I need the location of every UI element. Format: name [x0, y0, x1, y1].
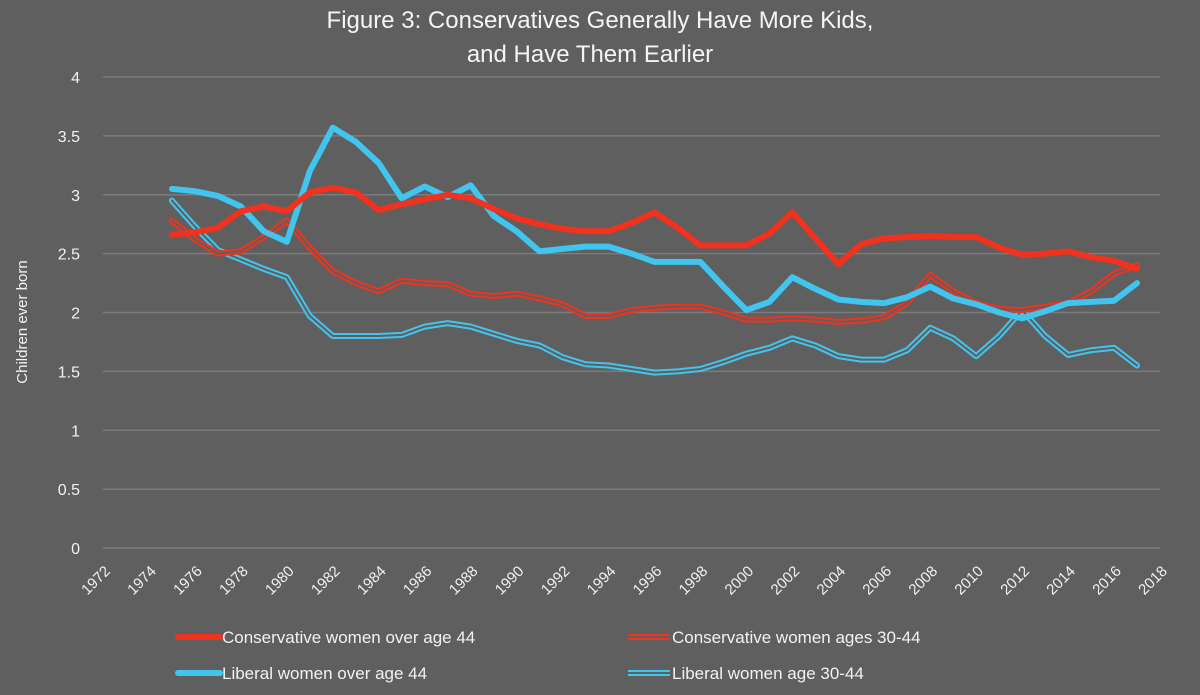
series-line	[168, 184, 1140, 272]
y-tick-label: 0.5	[58, 482, 80, 499]
y-tick-label: 0	[71, 541, 80, 558]
y-tick-label: 3	[71, 188, 80, 205]
x-tick-label: 1998	[676, 563, 712, 599]
x-tick-label: 2002	[768, 563, 804, 599]
x-tick-label: 1976	[170, 563, 206, 599]
legend-item: Conservative women ages 30-44	[628, 628, 921, 647]
x-tick-label: 2010	[951, 563, 987, 599]
x-tick-label: 1994	[584, 563, 620, 599]
legend-item: Liberal women age 30-44	[628, 664, 864, 683]
x-tick-label: 1980	[262, 563, 298, 599]
legend-label: Liberal women over age 44	[222, 664, 427, 683]
x-tick-label: 2018	[1135, 563, 1171, 599]
y-tick-label: 1.5	[58, 364, 80, 381]
x-tick-label: 1996	[630, 563, 666, 599]
x-tick-label: 2000	[722, 563, 758, 599]
series-3	[168, 197, 1140, 376]
x-tick-label: 1988	[446, 563, 482, 599]
y-tick-label: 2.5	[58, 247, 80, 264]
x-tick-label: 1984	[354, 563, 390, 599]
x-tick-label: 2008	[905, 563, 941, 599]
x-tick-label: 2006	[859, 563, 895, 599]
series-lines	[168, 124, 1140, 376]
series-line	[168, 197, 1140, 376]
legend-item: Liberal women over age 44	[175, 664, 427, 683]
y-tick-label: 1	[71, 423, 80, 440]
y-axis-ticks: 0 0.5 1 1.5 2 2.5 3 3.5 4	[58, 70, 80, 558]
x-tick-label: 2014	[1043, 563, 1079, 599]
legend-label: Conservative women over age 44	[222, 628, 475, 647]
x-tick-label: 1992	[538, 563, 574, 599]
x-tick-label: 2016	[1089, 563, 1125, 599]
chart-title-line-1: Figure 3: Conservatives Generally Have M…	[327, 7, 874, 34]
x-tick-label: 1978	[216, 563, 252, 599]
x-axis-ticks: 1972 1974 1976 1978 1980 1982 1984 1986 1988 1990…	[78, 563, 1171, 599]
series-line	[168, 124, 1140, 322]
y-tick-label: 3.5	[58, 129, 80, 146]
series-2	[168, 124, 1140, 322]
y-axis-label: Children ever born	[14, 260, 31, 383]
series-0	[168, 184, 1140, 272]
x-tick-label: 1982	[308, 563, 344, 599]
x-tick-label: 2004	[814, 563, 850, 599]
legend-label: Liberal women age 30-44	[672, 664, 864, 683]
x-tick-label: 1972	[78, 563, 114, 599]
legend-item: Conservative women over age 44	[175, 628, 475, 647]
x-tick-label: 1986	[400, 563, 436, 599]
series-1	[168, 217, 1140, 325]
legend-label: Conservative women ages 30-44	[672, 628, 921, 647]
y-tick-label: 2	[71, 306, 80, 323]
x-tick-label: 2012	[997, 563, 1033, 599]
x-tick-label: 1990	[492, 563, 528, 599]
legend: Conservative women over age 44 Conservati…	[175, 628, 921, 683]
y-tick-label: 4	[71, 70, 80, 87]
x-tick-label: 1974	[124, 563, 160, 599]
series-line-inner	[170, 199, 1138, 374]
chart-title-line-2: and Have Them Earlier	[467, 41, 713, 68]
